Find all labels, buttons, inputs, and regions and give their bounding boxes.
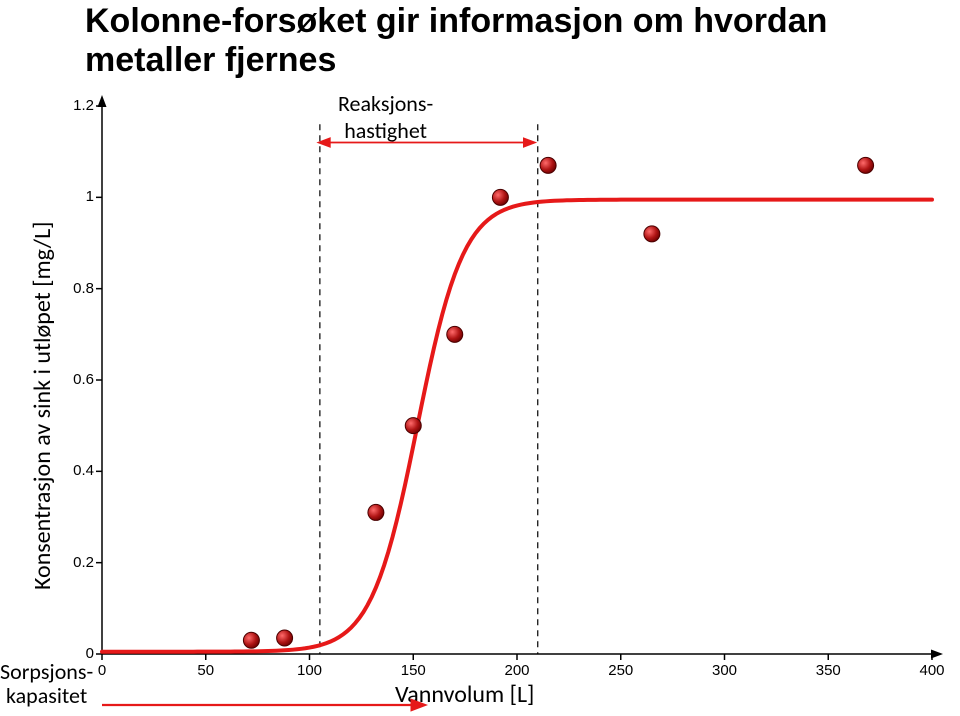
x-tick: 350 (813, 662, 843, 679)
x-tick: 400 (917, 662, 947, 679)
x-tick: 300 (710, 662, 740, 679)
breakthrough-chart (0, 0, 960, 716)
x-tick: 0 (87, 662, 117, 679)
y-tick: 0.4 (62, 462, 94, 479)
y-tick: 1 (62, 188, 94, 205)
y-tick: 0.6 (62, 371, 94, 388)
x-tick: 150 (398, 662, 428, 679)
y-tick: 0.2 (62, 554, 94, 571)
y-tick: 1.2 (62, 97, 94, 114)
x-tick: 50 (191, 662, 221, 679)
x-tick: 100 (295, 662, 325, 679)
y-tick: 0 (62, 645, 94, 662)
x-tick: 200 (502, 662, 532, 679)
y-tick: 0.8 (62, 280, 94, 297)
x-tick: 250 (606, 662, 636, 679)
